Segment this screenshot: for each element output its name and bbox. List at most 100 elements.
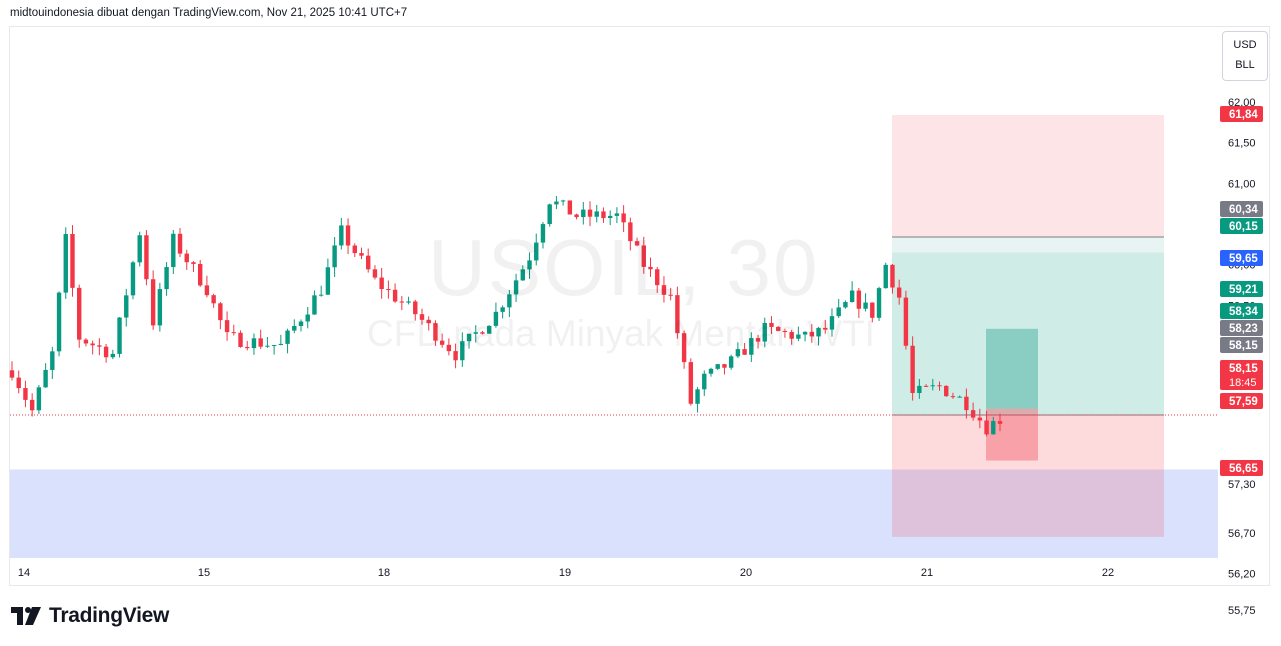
price-badge-label: 58,15 (1229, 340, 1258, 352)
candle-body (621, 213, 626, 223)
candle-body (823, 327, 828, 330)
candle-body (110, 353, 116, 358)
candle-body (453, 351, 458, 361)
candle-body (641, 245, 646, 267)
candle-body (36, 387, 42, 411)
candle-body (312, 295, 317, 315)
candle-body (305, 314, 310, 322)
price-badge: 56,65 (1220, 460, 1263, 476)
price-tick-label: 61,50 (1228, 138, 1256, 150)
candle-body (695, 389, 700, 404)
candle-body (16, 377, 21, 389)
candle-body (124, 295, 129, 318)
price-badge-bg (1220, 360, 1263, 390)
price-badge-bg (1220, 106, 1263, 122)
unit-label: BLL (1235, 59, 1255, 71)
candle-body (117, 317, 122, 354)
candle-body (856, 290, 862, 309)
price-badge-bg (1220, 218, 1263, 234)
candle-body (486, 325, 492, 334)
candle-body (836, 307, 841, 317)
candle-body (648, 266, 653, 270)
candle-body (742, 349, 747, 355)
price-badge: 57,59 (1220, 393, 1263, 409)
price-badge-label: 60,15 (1229, 221, 1258, 233)
candle-body (258, 338, 263, 347)
candle-body (204, 285, 210, 296)
candle-body (708, 368, 714, 374)
candle-body (211, 295, 216, 304)
candle-body (735, 349, 741, 357)
currency-label: USD (1233, 39, 1257, 51)
candle-body (386, 289, 391, 291)
price-badge-label: 61,84 (1229, 109, 1258, 121)
price-badge-countdown: 18:45 (1229, 377, 1257, 389)
candle-body (560, 200, 566, 202)
candle-body (574, 214, 579, 218)
candle-body (991, 421, 996, 435)
candle-body (137, 235, 142, 263)
candle-body (997, 421, 1003, 424)
candle-body (9, 370, 15, 378)
price-tick-label: 61,00 (1228, 178, 1256, 190)
candle-body (332, 245, 337, 268)
tradingview-logo[interactable]: TradingView (11, 603, 169, 629)
candle-body (352, 245, 357, 254)
candle-body (70, 234, 75, 288)
candle-body (607, 215, 613, 219)
candle-body (325, 267, 331, 295)
candle-body (896, 287, 902, 298)
price-badge-bg (1220, 250, 1263, 266)
candle-body (150, 279, 156, 326)
position-loss-area (892, 415, 1164, 537)
candle-body (77, 287, 82, 340)
price-tick-label: 55,75 (1228, 605, 1256, 617)
price-tick-label: 57,30 (1228, 479, 1256, 491)
price-badges: 61,84 60,34 60,15 59,65 59,21 58,34 58,23 58,15… (1220, 106, 1263, 476)
time-tick-label: 14 (18, 567, 30, 579)
price-badge-label: 56,65 (1229, 463, 1258, 475)
candle-body (513, 280, 519, 295)
small-position-target (986, 328, 1038, 409)
position-gap-area (892, 236, 1164, 253)
candle-body (473, 332, 478, 334)
candle-body (628, 222, 633, 242)
candle-body (413, 301, 418, 315)
candle-body (318, 294, 324, 296)
candle-body (587, 209, 593, 217)
candle-body (722, 364, 727, 368)
candle-body (950, 396, 956, 398)
candle-body (890, 264, 895, 288)
price-badge: 60,34 (1220, 201, 1263, 217)
candle-body (446, 344, 452, 352)
price-axis: 62,0061,5061,0060,5060,0059,5059,0057,30… (1228, 97, 1256, 617)
candle-body (43, 369, 48, 388)
candle-body (507, 294, 512, 308)
price-badge-label: 58,15 (1229, 363, 1258, 375)
candle-body (224, 320, 230, 333)
candle-body (829, 316, 835, 330)
candle-body (278, 343, 284, 346)
candles-layer (9, 196, 1003, 437)
candle-body (379, 277, 384, 290)
price-badge-label: 58,23 (1229, 323, 1258, 335)
candle-body (749, 338, 754, 355)
position-stop-area (892, 115, 1164, 237)
candle-body (675, 295, 680, 334)
price-badge-label: 59,65 (1229, 253, 1258, 265)
candle-body (715, 364, 720, 369)
currency-unit-selector[interactable]: USD BLL (1222, 31, 1268, 81)
candle-body (581, 209, 586, 218)
candle-body (876, 288, 882, 318)
chart-frame[interactable] (9, 26, 1270, 586)
candle-body (265, 345, 270, 347)
candle-body (298, 321, 304, 326)
candle-body (238, 332, 243, 347)
candle-body (466, 333, 472, 342)
tradingview-logo-icon (11, 607, 41, 625)
candle-body (957, 396, 962, 398)
candle-body (419, 314, 425, 320)
candle-body (594, 211, 599, 217)
candle-body (870, 302, 875, 318)
